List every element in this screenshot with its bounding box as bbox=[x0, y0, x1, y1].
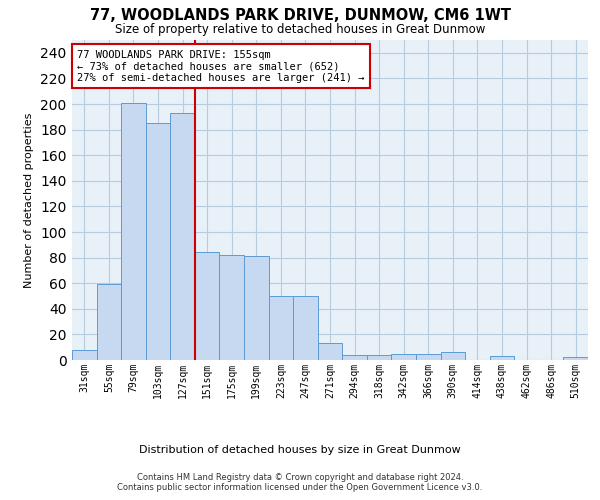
Text: 77, WOODLANDS PARK DRIVE, DUNMOW, CM6 1WT: 77, WOODLANDS PARK DRIVE, DUNMOW, CM6 1W… bbox=[89, 8, 511, 22]
Bar bbox=[391, 354, 416, 360]
Bar bbox=[342, 355, 367, 360]
Text: Size of property relative to detached houses in Great Dunmow: Size of property relative to detached ho… bbox=[115, 22, 485, 36]
Bar bbox=[146, 123, 170, 360]
Bar bbox=[97, 284, 121, 360]
Bar bbox=[318, 344, 342, 360]
Text: Distribution of detached houses by size in Great Dunmow: Distribution of detached houses by size … bbox=[139, 445, 461, 455]
Bar bbox=[244, 256, 269, 360]
Bar bbox=[490, 356, 514, 360]
Text: 77 WOODLANDS PARK DRIVE: 155sqm
← 73% of detached houses are smaller (652)
27% o: 77 WOODLANDS PARK DRIVE: 155sqm ← 73% of… bbox=[77, 50, 365, 83]
Bar bbox=[121, 102, 146, 360]
Bar bbox=[170, 113, 195, 360]
Y-axis label: Number of detached properties: Number of detached properties bbox=[25, 112, 34, 288]
Bar bbox=[195, 252, 220, 360]
Bar bbox=[72, 350, 97, 360]
Bar bbox=[367, 355, 391, 360]
Bar bbox=[416, 354, 440, 360]
Bar bbox=[220, 255, 244, 360]
Bar bbox=[440, 352, 465, 360]
Bar bbox=[293, 296, 318, 360]
Bar bbox=[563, 358, 588, 360]
Bar bbox=[269, 296, 293, 360]
Text: Contains HM Land Registry data © Crown copyright and database right 2024.
Contai: Contains HM Land Registry data © Crown c… bbox=[118, 473, 482, 492]
